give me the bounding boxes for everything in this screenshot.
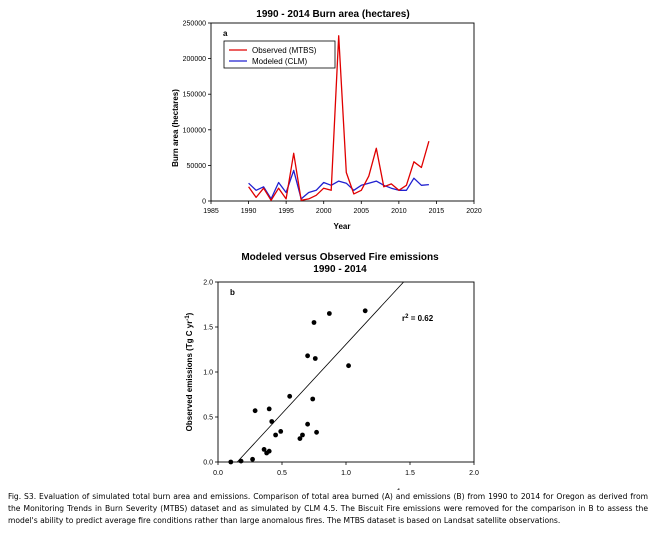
scatter-point — [261, 447, 267, 452]
scatter-point — [266, 448, 272, 454]
scatter-point — [297, 436, 303, 441]
scatter-point — [310, 396, 316, 402]
panel-a-burn-area-chart: 1990 - 2014 Burn area (hectares) a Obser… — [171, 9, 482, 231]
scatter-point — [311, 320, 317, 325]
scatter-point — [228, 459, 234, 465]
panel-b-y-axis-label: Observed emissions (Tg C yr-1) — [185, 312, 194, 431]
scatter-point — [346, 363, 351, 369]
scatter-point — [269, 419, 275, 424]
scatter-point — [250, 456, 255, 462]
x-tick-label: 1.5 — [405, 470, 415, 477]
scatter-point — [312, 356, 318, 361]
panel-b-annotation: r2 = 0.62 — [402, 314, 434, 323]
figure-caption: Fig. S3. Evaluation of simulated total b… — [8, 492, 648, 526]
y-tick-label: 1.5 — [203, 325, 213, 332]
x-tick-label: 2005 — [353, 208, 369, 215]
series-line-modeled — [248, 169, 429, 200]
x-tick-label: 0.0 — [213, 470, 223, 477]
y-tick-label: 150000 — [183, 92, 206, 99]
x-tick-label: 2000 — [316, 208, 332, 215]
panel-a-title: 1990 - 2014 Burn area (hectares) — [256, 9, 409, 20]
x-tick-label: 1995 — [278, 208, 294, 215]
legend-box — [223, 40, 336, 69]
scatter-point — [252, 408, 258, 414]
y-tick-label: 0.5 — [203, 415, 213, 422]
scatter-point — [273, 432, 278, 438]
scatter-point — [314, 429, 319, 435]
legend-label-observed: Observed (MTBS) — [252, 46, 317, 55]
scatter-point — [362, 308, 368, 314]
y-tick-label: 50000 — [187, 163, 207, 170]
panel-a-legend: Observed (MTBS) Modeled (CLM) — [223, 40, 336, 69]
scatter-point — [300, 432, 305, 438]
x-tick-label: 2010 — [391, 208, 407, 215]
y-tick-label: 0.0 — [203, 460, 213, 467]
y-tick-label: 100000 — [183, 127, 206, 134]
y-tick-label: 250000 — [183, 21, 206, 28]
panel-b-emissions-scatter: Modeled versus Observed Fire emissions 1… — [185, 252, 479, 490]
regression-line — [236, 281, 404, 463]
series-line-observed — [248, 35, 430, 201]
y-tick-label: 1.0 — [203, 370, 213, 377]
panel-b-subtitle: 1990 - 2014 — [313, 264, 367, 275]
scatter-point — [266, 406, 272, 412]
legend-label-modeled: Modeled (CLM) — [252, 57, 307, 66]
panel-a-plot-frame — [210, 22, 475, 202]
x-tick-label: 1990 — [241, 208, 257, 215]
panel-a-y-axis-label: Burn area (hectares) — [171, 89, 180, 167]
scatter-point — [305, 421, 310, 427]
panel-b-x-axis-label: Modeled emissions (Tg C yr-1) — [289, 489, 404, 490]
y-tick-label: 200000 — [183, 56, 206, 63]
x-tick-label: 2.0 — [469, 470, 479, 477]
x-tick-label: 1985 — [203, 208, 219, 215]
x-tick-label: 2020 — [466, 208, 482, 215]
scatter-point — [238, 458, 244, 464]
scatter-point — [305, 353, 310, 359]
panel-a-label: a — [223, 29, 228, 38]
scatter-point — [326, 311, 332, 316]
figure: 1990 - 2014 Burn area (hectares) a Obser… — [171, 9, 482, 490]
x-tick-label: 1.0 — [341, 470, 351, 477]
x-tick-label: 0.5 — [277, 470, 287, 477]
panel-b-plot-frame — [217, 281, 475, 463]
y-tick-label: 2.0 — [203, 280, 213, 287]
scatter-point — [278, 429, 284, 434]
x-tick-label: 2015 — [429, 208, 445, 215]
y-tick-label: 0 — [202, 199, 206, 206]
panel-b-title: Modeled versus Observed Fire emissions — [241, 252, 439, 263]
scatter-point — [287, 393, 293, 399]
panel-a-x-axis-label: Year — [334, 222, 351, 231]
panel-b-label: b — [230, 288, 235, 297]
